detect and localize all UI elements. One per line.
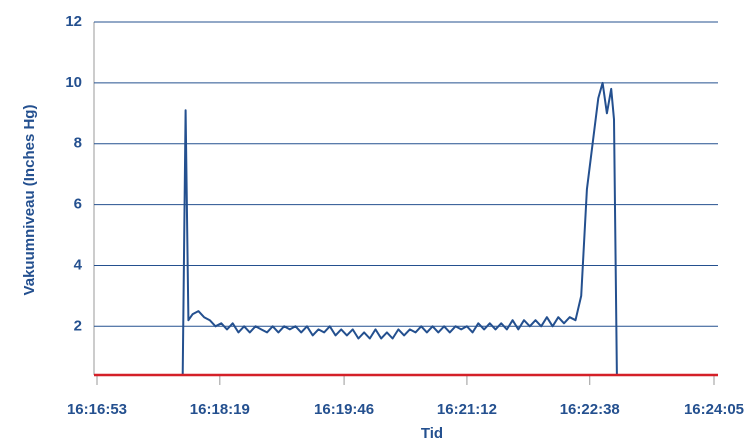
- y-tick-label: 12: [65, 13, 82, 30]
- y-tick-label: 10: [65, 74, 82, 91]
- x-tick-label: 16:16:53: [67, 401, 127, 418]
- y-tick-label: 2: [74, 317, 82, 334]
- x-axis-title: Tid: [421, 425, 443, 442]
- y-tick-label: 8: [74, 135, 82, 152]
- y-axis-title: Vakuumniveau (Inches Hg): [21, 105, 38, 296]
- x-tick-label: 16:24:05: [684, 401, 744, 418]
- data-line: [181, 81, 618, 376]
- x-tick-label: 16:21:12: [437, 401, 497, 418]
- x-tick-label: 16:22:38: [560, 401, 620, 418]
- y-tick-label: 6: [74, 196, 82, 213]
- y-tick-label: 4: [74, 256, 83, 273]
- x-tick-label: 16:19:46: [314, 401, 374, 418]
- x-tick-label: 16:18:19: [190, 401, 250, 418]
